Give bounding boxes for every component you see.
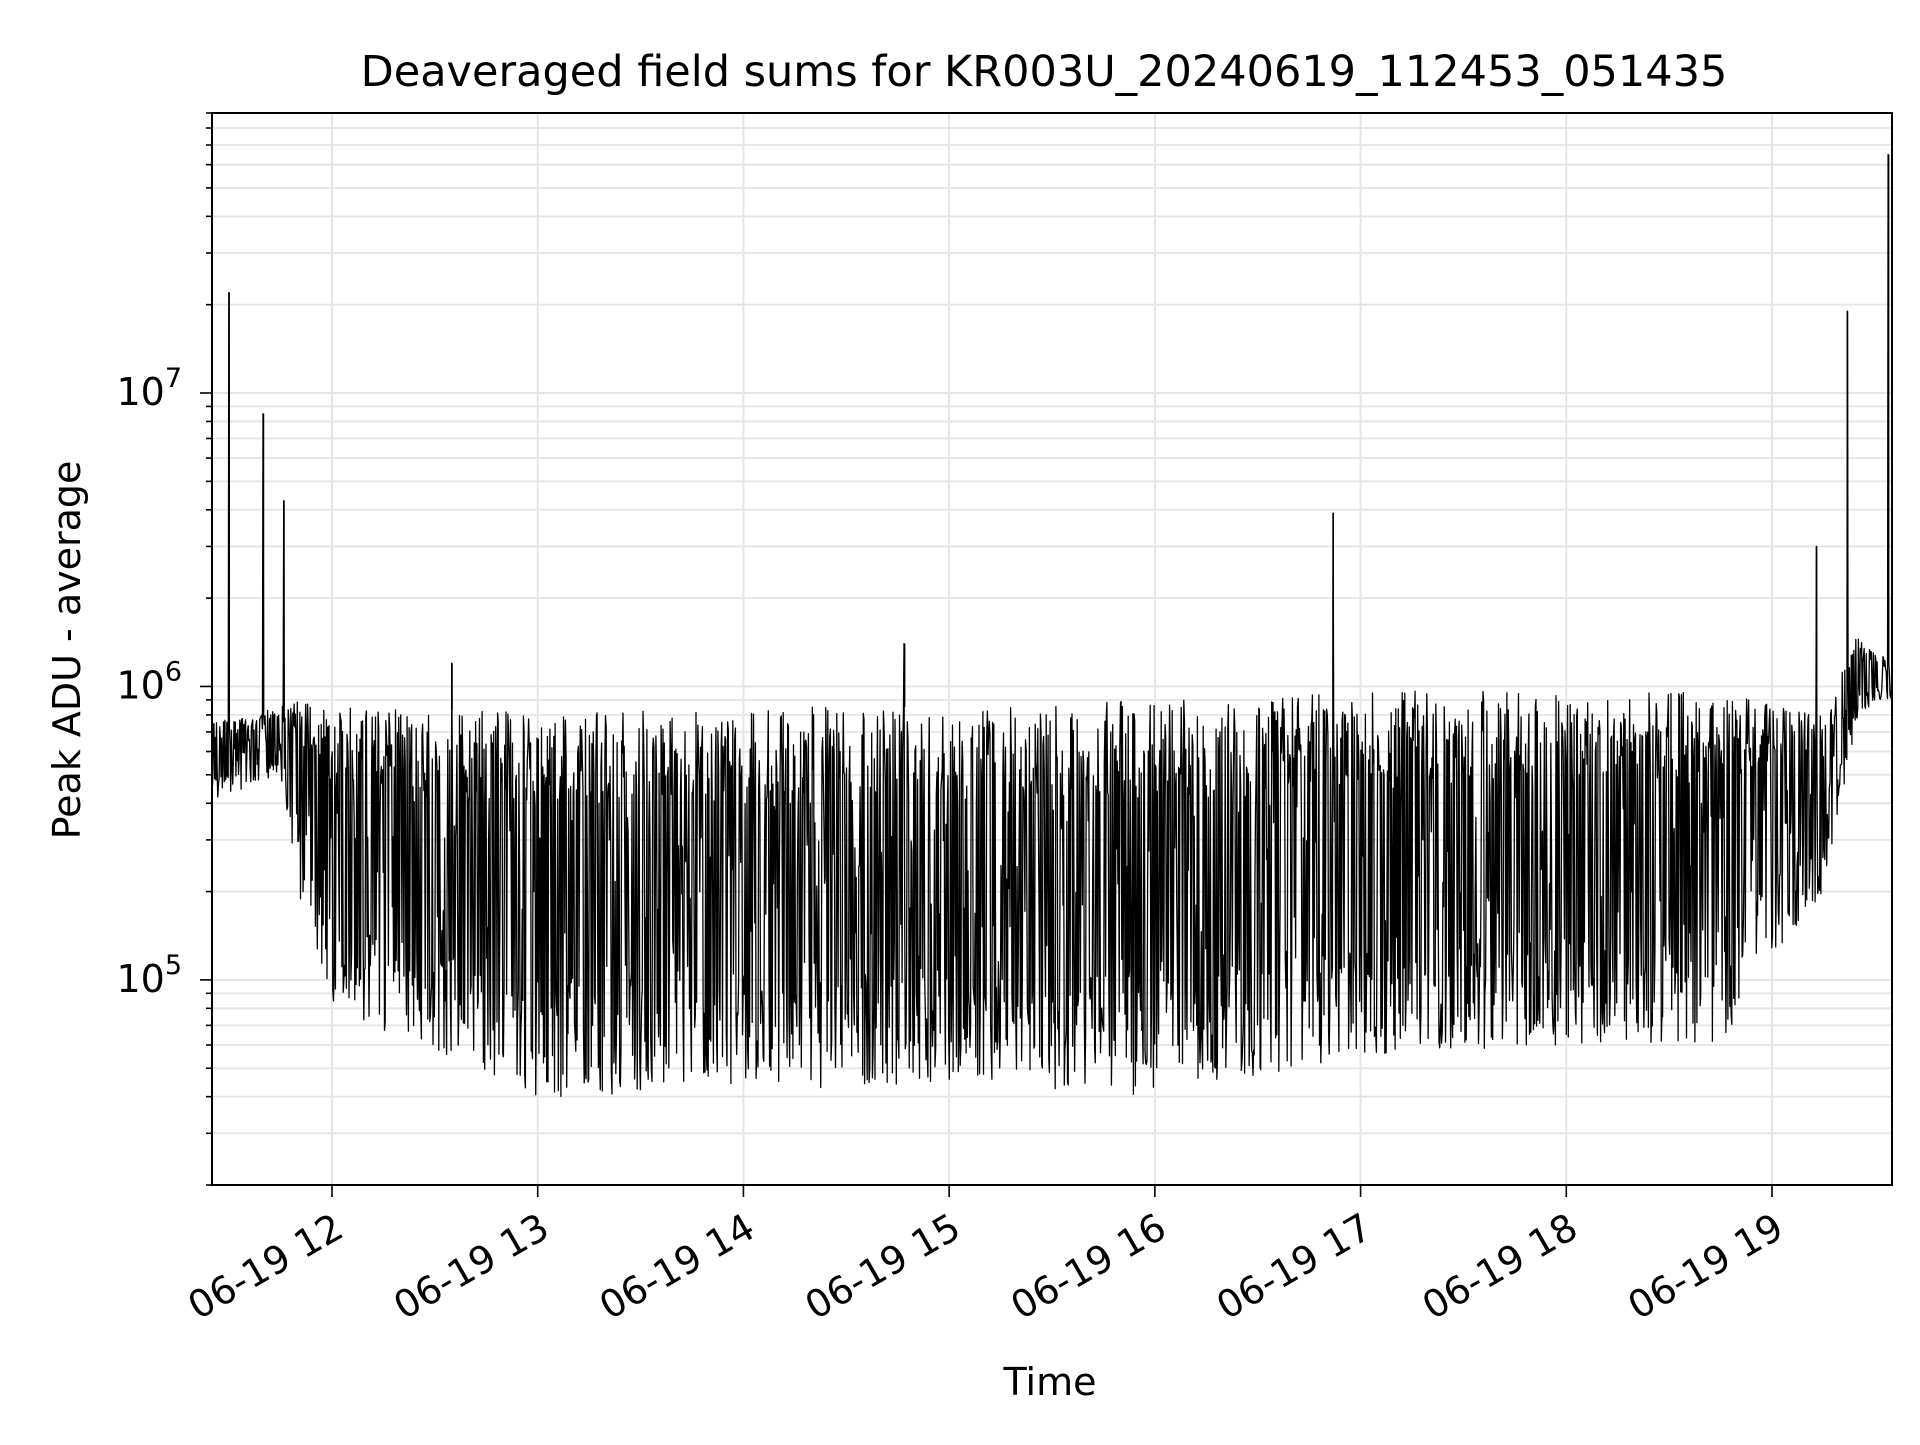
x-axis: 06-19 12 06-19 13 06-19 14 06-19 15 06-19 16… bbox=[181, 1185, 1791, 1328]
x-tick-label: 06-19 12 bbox=[181, 1205, 351, 1329]
y-tick-label: 105 bbox=[116, 950, 182, 1001]
y-tick-label: 107 bbox=[116, 363, 182, 414]
y-tick-base: 10 bbox=[116, 957, 164, 1001]
x-tick-label: 06-19 14 bbox=[592, 1205, 762, 1329]
chart-title: Deaveraged field sums for KR003U_2024061… bbox=[361, 47, 1728, 97]
x-tick-label: 06-19 19 bbox=[1621, 1205, 1791, 1329]
y-tick-base: 10 bbox=[116, 663, 164, 707]
y-tick-exponent: 7 bbox=[165, 363, 182, 394]
x-tick-label: 06-19 15 bbox=[798, 1205, 968, 1329]
y-tick-base: 10 bbox=[116, 370, 164, 414]
y-tick-label: 106 bbox=[116, 656, 182, 707]
series-line bbox=[211, 153, 1893, 1098]
y-axis-label: Peak ADU - average bbox=[45, 461, 89, 840]
x-tick-label: 06-19 13 bbox=[386, 1205, 556, 1329]
y-tick-exponent: 5 bbox=[165, 950, 182, 981]
x-axis-label: Time bbox=[1003, 1360, 1097, 1404]
x-tick-label: 06-19 18 bbox=[1415, 1205, 1585, 1329]
x-tick-label: 06-19 17 bbox=[1209, 1205, 1379, 1329]
plot-area bbox=[211, 153, 1893, 1098]
x-tick-label: 06-19 16 bbox=[1003, 1205, 1173, 1329]
plot-frame bbox=[211, 112, 1893, 1186]
y-tick-exponent: 6 bbox=[165, 656, 182, 687]
